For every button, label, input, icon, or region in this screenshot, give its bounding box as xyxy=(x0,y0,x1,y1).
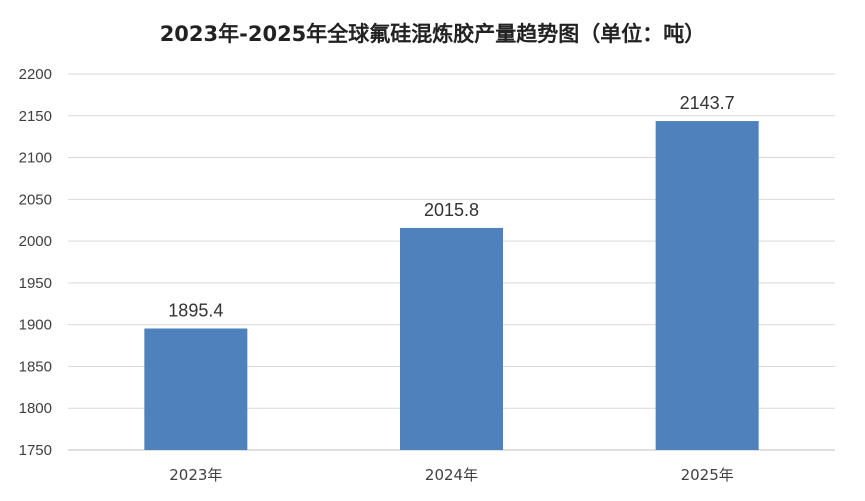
y-tick-label: 2200 xyxy=(19,66,52,83)
y-tick-label: 2000 xyxy=(19,233,52,250)
y-tick-label: 1950 xyxy=(19,275,52,292)
bar xyxy=(144,328,248,450)
x-tick-label: 2025年 xyxy=(681,466,734,484)
data-label: 2143.7 xyxy=(680,93,735,113)
y-tick-label: 1750 xyxy=(19,442,52,459)
data-label: 1895.4 xyxy=(168,301,223,321)
x-tick-label: 2023年 xyxy=(169,466,222,484)
y-tick-label: 2050 xyxy=(19,191,52,208)
y-tick-label: 1800 xyxy=(19,400,52,417)
y-tick-label: 2150 xyxy=(19,108,52,125)
bar xyxy=(655,121,759,450)
data-label: 2015.8 xyxy=(424,200,479,220)
x-tick-label: 2024年 xyxy=(425,466,478,484)
chart-title: 2023年-2025年全球氟硅混炼胶产量趋势图（单位：吨） xyxy=(159,22,706,46)
y-tick-label: 1900 xyxy=(19,317,52,334)
y-tick-label: 2100 xyxy=(19,150,52,167)
bar xyxy=(400,227,503,450)
y-tick-label: 1850 xyxy=(19,358,52,375)
